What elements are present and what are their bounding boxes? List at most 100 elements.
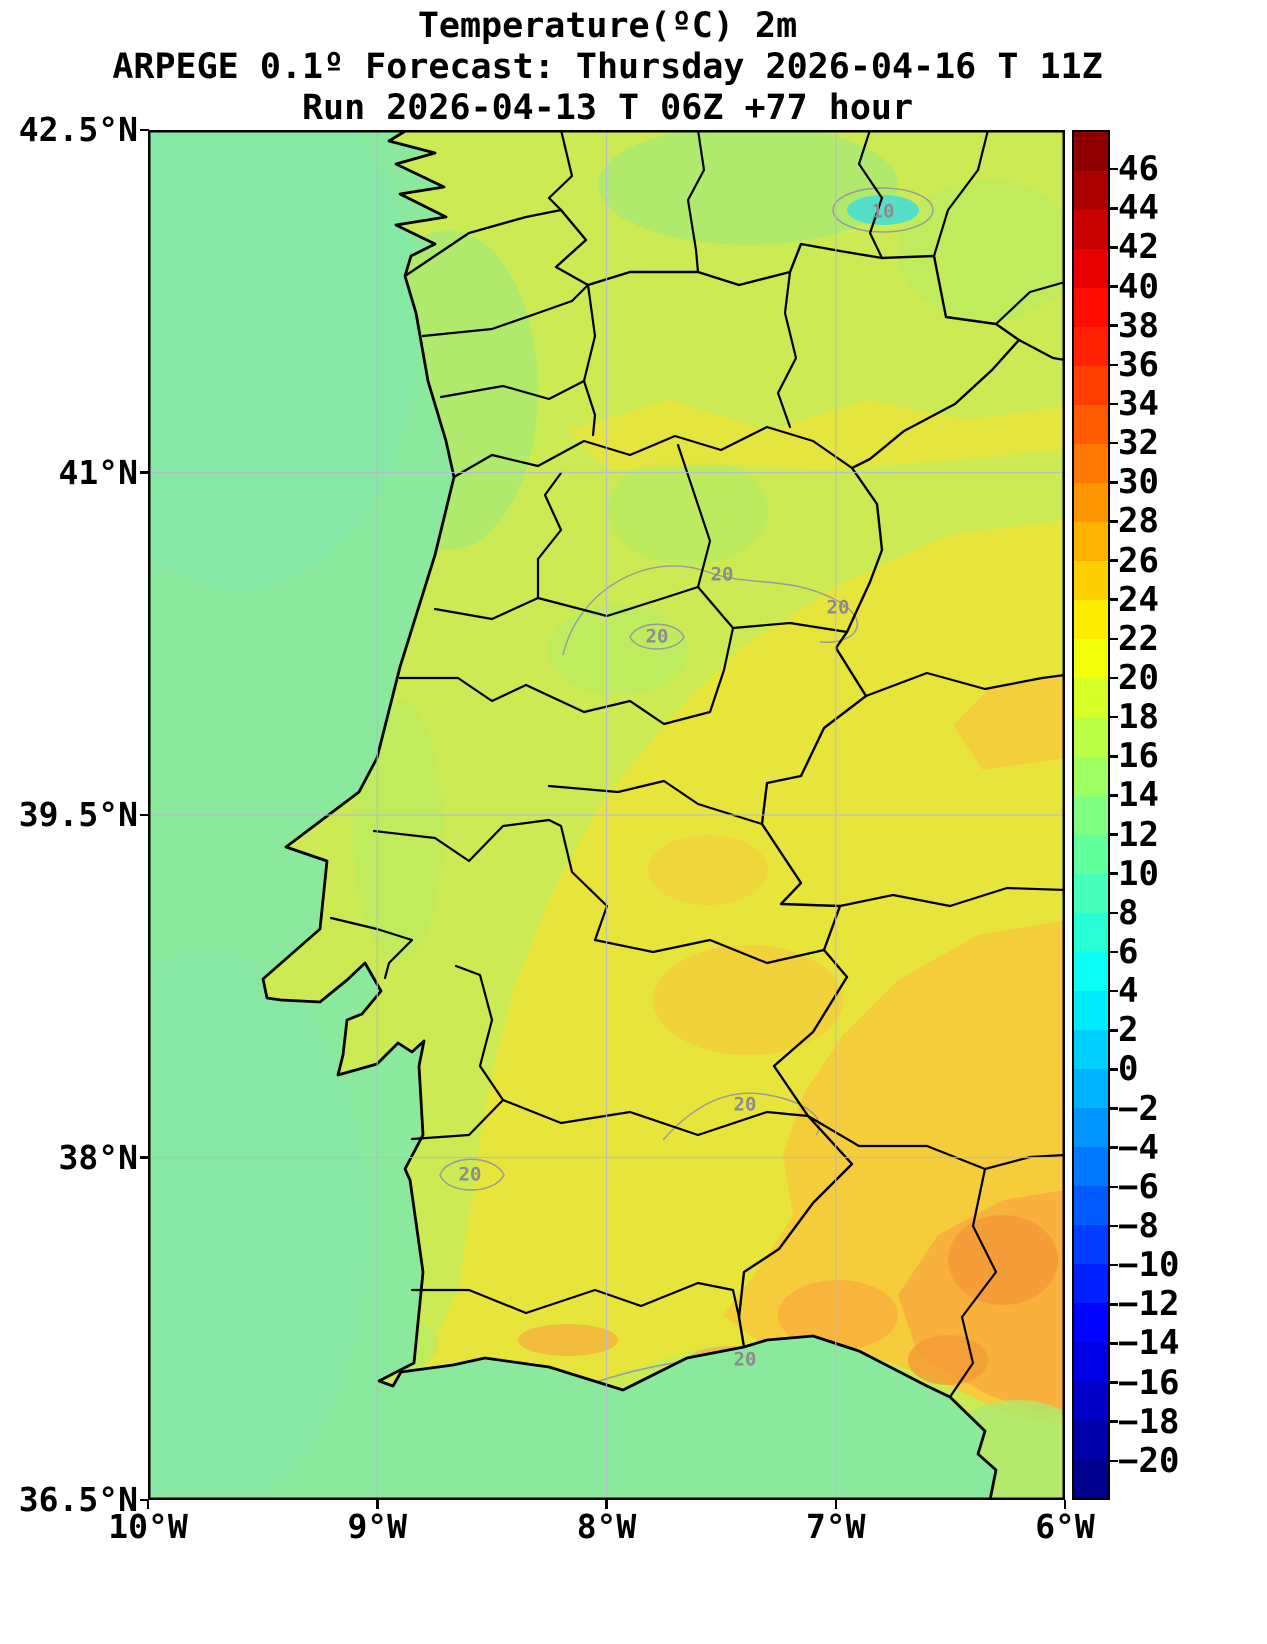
colorbar-band [1074,717,1108,757]
colorbar-band [1074,1341,1108,1381]
y-tick-36-5n: 36.5°N [18,1480,138,1519]
y-tick-42-5n: 42.5°N [18,110,138,149]
colorbar-tick-label: −20 [1118,1440,1180,1481]
colorbar-tick-mark [1110,1381,1118,1384]
colorbar-tick-mark [1110,1342,1118,1345]
colorbar-tick-label: 8 [1118,892,1139,933]
district-boundary [329,916,414,980]
colorbar-band [1074,522,1108,562]
district-boundary [433,557,540,621]
hottest-patch-seville [948,1215,1058,1305]
district-boundary [776,270,798,429]
district-boundaries [329,130,1065,1399]
colorbar-band [1074,561,1108,601]
colorbar-tick-mark [1110,1068,1118,1071]
colorbar-tick-label: 18 [1118,697,1159,738]
colorbar-band [1074,249,1108,289]
y-axis-tick-mark [140,1156,149,1159]
colorbar-tick-label: 14 [1118,775,1159,816]
colorbar-tick-label: −8 [1118,1206,1159,1246]
colorbar-tick-label: 42 [1118,227,1159,268]
colorbar-tick-label: 32 [1118,423,1159,464]
y-axis-tick-mark [140,813,149,817]
district-boundary [439,379,586,401]
colorbar-tick-mark [1110,1303,1118,1306]
colorbar-tick-label: 12 [1118,814,1159,855]
colorbar-tick-label: 24 [1118,579,1159,620]
province-boundary [547,130,574,212]
colorbar-tick-label: −12 [1118,1284,1180,1325]
district-boundary [410,1281,741,1319]
province-boundary [994,280,1065,326]
y-tick-41n: 41°N [58,452,138,492]
cool-patch-northeast [898,180,1065,320]
province-boundary [857,130,884,260]
colorbar-tick-mark [1110,559,1118,562]
plot-subtitle-run: Run 2026-04-13 T 06Z +77 hour [301,88,914,128]
contour-label: 20 [645,625,669,648]
cool-patch-estrela [608,455,768,565]
colorbar-band [1074,1302,1108,1342]
y-axis-tick-mark [140,471,149,474]
province-boundary [686,130,706,274]
colorbar-tick-mark [1110,794,1118,797]
contour-line-20 [629,623,685,650]
x-axis-tick-mark [146,1500,150,1509]
contour-line-20 [662,1092,821,1141]
cool-patch-beiras [548,605,688,695]
district-boundary [593,938,826,965]
colorbar-tick-mark [1110,1263,1118,1267]
colorbar-tick-label: 26 [1118,540,1159,581]
colorbar-tick-label: 6 [1118,932,1139,972]
ocean-cool-patch [148,130,418,590]
colorbar-tick-mark [1110,1029,1118,1032]
colorbar-tick-mark [1110,167,1118,171]
district-boundary [524,626,735,726]
colorbar-band [1074,678,1108,718]
cool-patch-galicia [598,130,898,245]
colorbar-band [1074,756,1108,796]
province-boundary [838,886,1065,908]
contour-label: 20 [733,1348,757,1371]
contour-line-20 [439,1158,505,1191]
colorbar-band [1074,1146,1108,1186]
colorbar-tick-label: −18 [1118,1401,1180,1442]
colorbar-tick-mark [1110,676,1118,680]
contour-line-10 [832,187,934,233]
colorbar-tick-label: −10 [1118,1245,1180,1286]
warm-fill-douro-valley [568,400,1065,470]
colorbar-tick-label: −6 [1118,1166,1159,1207]
district-boundary [454,964,505,1102]
hot-fill-east-edge [953,675,1065,770]
colorbar-band [1074,873,1108,913]
contour-label: 20 [826,596,850,619]
x-tick-8w: 8°W [576,1507,637,1546]
colorbar-tick-mark [1110,1185,1118,1189]
x-axis-tick-mark [1063,1500,1067,1509]
colorbar-tick-label: 36 [1118,344,1159,385]
colorbar-tick-mark [1110,246,1118,249]
colorbar-band [1074,327,1108,367]
temperature-map-svg [148,130,1065,1500]
colorbar-tick-label: −2 [1118,1088,1159,1129]
province-boundary [948,1167,998,1399]
colorbar-tick-label: 4 [1118,971,1139,1012]
colorbar-tick-label: 2 [1118,1010,1139,1051]
x-axis-tick-mark [605,1500,608,1509]
ocean-cool-patch-south [148,950,368,1500]
y-axis-tick-mark [140,1498,149,1502]
boundaries [261,130,1065,1500]
y-axis-tick-mark [140,128,149,132]
colorbar-tick-mark [1110,1107,1118,1110]
colorbar-band [1074,444,1108,484]
colorbar-tick-label: −14 [1118,1323,1180,1364]
colorbar-band [1074,1224,1108,1264]
colorbar-tick-label: 22 [1118,618,1159,659]
colorbar-band [1074,600,1108,640]
colorbar-band [1074,912,1108,952]
colorbar-band [1074,288,1108,328]
colorbar-band [1074,1459,1108,1499]
colorbar-tick-label: 46 [1118,149,1159,190]
province-boundary [932,130,990,258]
